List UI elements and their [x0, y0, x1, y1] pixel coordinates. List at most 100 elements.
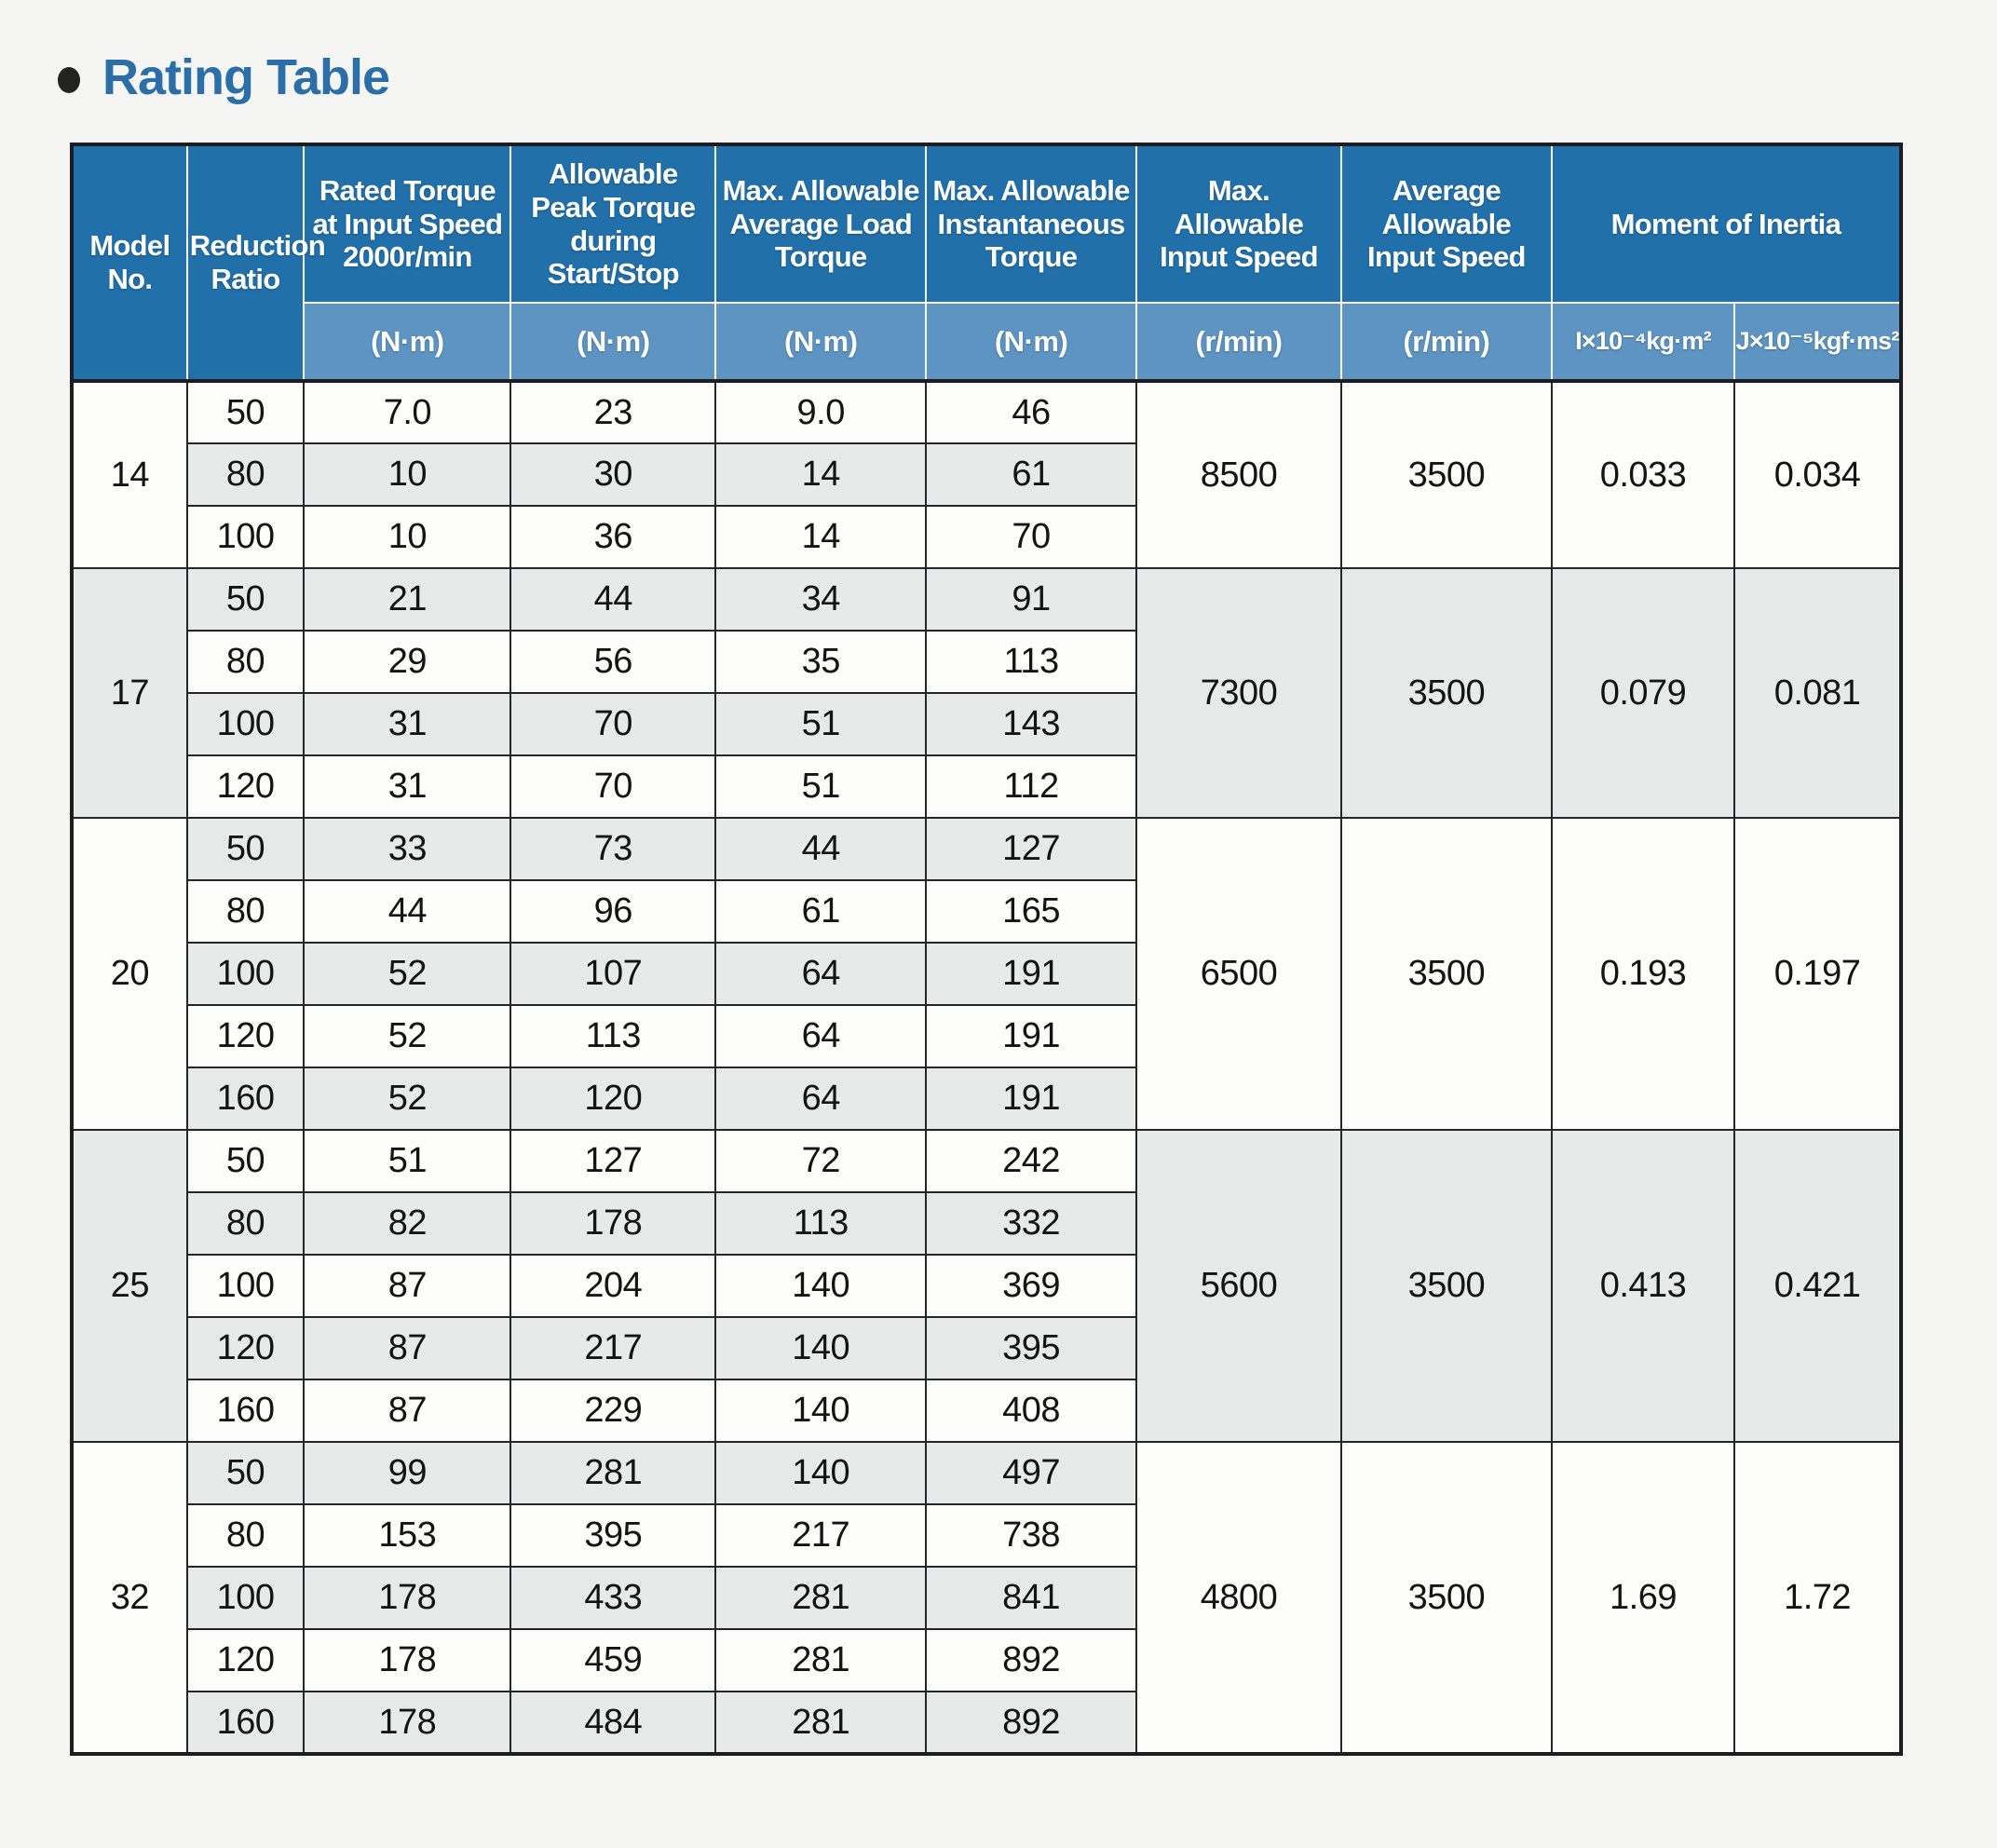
- cell-ratio: 100: [185, 505, 306, 569]
- cell-model: 25: [71, 1129, 188, 1443]
- cell-inertia-j: 0.197: [1733, 817, 1902, 1131]
- unit-peak-torque: (N·m): [509, 302, 717, 383]
- cell-inertia-j: 1.72: [1733, 1441, 1902, 1755]
- cell-model: 32: [71, 1441, 188, 1755]
- cell-avg-load-torque: 35: [714, 630, 928, 694]
- table-row: 100 178 433 281 841: [72, 1566, 1901, 1630]
- cell-peak-torque: 127: [509, 1129, 717, 1193]
- cell-peak-torque: 36: [509, 505, 717, 569]
- cell-rated-torque: 52: [303, 942, 512, 1006]
- cell-avg-load-torque: 140: [714, 1441, 928, 1505]
- cell-rated-torque: 31: [303, 754, 512, 819]
- unit-rated-torque: (N·m): [303, 302, 512, 383]
- page-title: Rating Table: [102, 49, 390, 105]
- header-peak-torque: Allowable Peak Torque during Start/Stop: [509, 143, 717, 304]
- cell-instant-torque: 841: [925, 1566, 1137, 1630]
- cell-rated-torque: 87: [303, 1379, 512, 1443]
- cell-peak-torque: 217: [509, 1316, 717, 1380]
- cell-max-input-speed: 4800: [1135, 1441, 1342, 1755]
- cell-ratio: 100: [185, 942, 306, 1006]
- table-row: 100 87 204 140 369: [72, 1254, 1901, 1318]
- cell-avg-load-torque: 281: [714, 1628, 928, 1692]
- cell-instant-torque: 91: [925, 567, 1137, 632]
- table-row: 160 87 229 140 408: [72, 1379, 1901, 1443]
- cell-avg-load-torque: 14: [714, 442, 928, 507]
- cell-peak-torque: 70: [509, 692, 717, 756]
- header-row-main: Model No. Reduction Ratio Rated Torque a…: [71, 143, 1903, 383]
- cell-rated-torque: 10: [303, 505, 512, 569]
- header-max-input-speed: Max. Allowable Input Speed: [1135, 143, 1342, 304]
- cell-instant-torque: 46: [925, 380, 1137, 444]
- header-row-units: (N·m) (N·m) (N·m) (N·m) (r/min) (r/min) …: [72, 302, 1902, 383]
- cell-instant-torque: 497: [925, 1441, 1137, 1505]
- section-title-row: Rating Table: [58, 48, 390, 106]
- cell-ratio: 160: [185, 1379, 306, 1443]
- cell-ratio: 80: [185, 1503, 306, 1568]
- table-row: 120 178 459 281 892: [72, 1628, 1901, 1692]
- cell-avg-load-torque: 72: [714, 1129, 928, 1193]
- cell-rated-torque: 87: [303, 1254, 512, 1318]
- cell-avg-input-speed: 3500: [1339, 380, 1553, 569]
- cell-inertia-j: 0.034: [1733, 380, 1902, 569]
- cell-model: 14: [71, 380, 188, 569]
- cell-avg-load-torque: 140: [714, 1316, 928, 1380]
- cell-avg-input-speed: 3500: [1339, 1441, 1553, 1755]
- cell-peak-torque: 73: [509, 817, 717, 881]
- cell-instant-torque: 242: [925, 1129, 1137, 1193]
- table-row: 32 50 99 281 140 497 4800 3500 1.69 1.72: [71, 1441, 1902, 1755]
- cell-rated-torque: 178: [303, 1628, 512, 1692]
- unit-instantaneous-torque: (N·m): [925, 302, 1137, 383]
- cell-ratio: 100: [185, 692, 306, 756]
- cell-peak-torque: 56: [509, 630, 717, 694]
- cell-avg-load-torque: 140: [714, 1254, 928, 1318]
- cell-peak-torque: 484: [509, 1691, 717, 1755]
- cell-instant-torque: 332: [925, 1191, 1137, 1256]
- cell-instant-torque: 191: [925, 942, 1137, 1006]
- cell-peak-torque: 70: [509, 754, 717, 819]
- cell-peak-torque: 44: [509, 567, 717, 632]
- unit-inertia-i: I×10⁻⁴kg·m²: [1550, 302, 1736, 383]
- cell-rated-torque: 82: [303, 1191, 512, 1256]
- cell-instant-torque: 165: [925, 879, 1137, 944]
- cell-instant-torque: 369: [925, 1254, 1137, 1318]
- header-avg-input-speed: Average Allowable Input Speed: [1339, 143, 1553, 304]
- cell-peak-torque: 107: [509, 942, 717, 1006]
- cell-inertia-i: 1.69: [1550, 1441, 1736, 1755]
- cell-instant-torque: 61: [925, 442, 1137, 507]
- cell-inertia-i: 0.413: [1550, 1129, 1736, 1443]
- table-row: 100 52 107 64 191: [72, 942, 1901, 1006]
- unit-inertia-j: J×10⁻⁵kgf·ms²: [1733, 302, 1902, 383]
- cell-avg-load-torque: 64: [714, 942, 928, 1006]
- cell-instant-torque: 738: [925, 1503, 1137, 1568]
- cell-ratio: 50: [185, 380, 306, 444]
- table-row: 80 82 178 113 332: [72, 1191, 1901, 1256]
- cell-avg-input-speed: 3500: [1339, 567, 1553, 819]
- cell-ratio: 50: [185, 1129, 306, 1193]
- cell-rated-torque: 10: [303, 442, 512, 507]
- table-row: 80 44 96 61 165: [72, 879, 1901, 944]
- cell-peak-torque: 395: [509, 1503, 717, 1568]
- cell-ratio: 160: [185, 1067, 306, 1131]
- cell-avg-load-torque: 281: [714, 1691, 928, 1755]
- unit-max-input-speed: (r/min): [1135, 302, 1342, 383]
- cell-peak-torque: 204: [509, 1254, 717, 1318]
- cell-inertia-i: 0.079: [1550, 567, 1736, 819]
- cell-instant-torque: 143: [925, 692, 1137, 756]
- cell-ratio: 50: [185, 567, 306, 632]
- cell-instant-torque: 191: [925, 1067, 1137, 1131]
- unit-avg-load-torque: (N·m): [714, 302, 928, 383]
- cell-rated-torque: 33: [303, 817, 512, 881]
- header-avg-load-torque: Max. Allowable Average Load Torque: [714, 143, 928, 304]
- cell-rated-torque: 99: [303, 1441, 512, 1505]
- cell-ratio: 100: [185, 1566, 306, 1630]
- cell-inertia-j: 0.081: [1733, 567, 1902, 819]
- cell-avg-load-torque: 113: [714, 1191, 928, 1256]
- cell-ratio: 80: [185, 630, 306, 694]
- bullet-icon: [58, 67, 80, 93]
- table-row: 120 52 113 64 191: [72, 1004, 1901, 1068]
- cell-avg-load-torque: 14: [714, 505, 928, 569]
- cell-peak-torque: 178: [509, 1191, 717, 1256]
- cell-rated-torque: 52: [303, 1004, 512, 1068]
- cell-max-input-speed: 7300: [1135, 567, 1342, 819]
